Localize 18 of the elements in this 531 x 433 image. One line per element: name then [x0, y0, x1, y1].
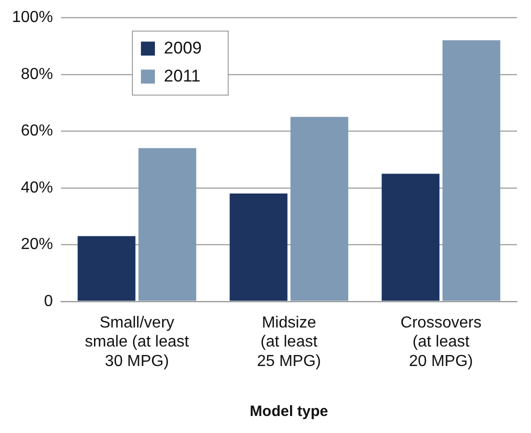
y-tick-label: 0	[44, 292, 54, 310]
x-tick-label: Small/very smale (at least 30 MPG)	[84, 314, 190, 370]
y-tick-label: 20%	[20, 236, 53, 254]
legend-label: 2009	[164, 38, 202, 58]
y-tick-label: 60%	[20, 122, 53, 140]
y-tick-label: 40%	[20, 179, 53, 196]
bar	[290, 116, 348, 301]
bar	[138, 148, 196, 301]
y-tick-label: 80%	[20, 66, 53, 83]
x-tick-label: Midsize (at least 25 MPG)	[256, 314, 321, 370]
legend-label: 2011	[164, 66, 200, 86]
bar	[78, 236, 136, 301]
x-axis-title: Model type	[250, 403, 328, 420]
bar	[442, 40, 500, 301]
x-tick-label: Crossovers (at least 20 MPG)	[400, 314, 482, 370]
y-tick-label: 100%	[12, 9, 53, 26]
bar	[382, 174, 440, 301]
bar	[230, 194, 288, 301]
